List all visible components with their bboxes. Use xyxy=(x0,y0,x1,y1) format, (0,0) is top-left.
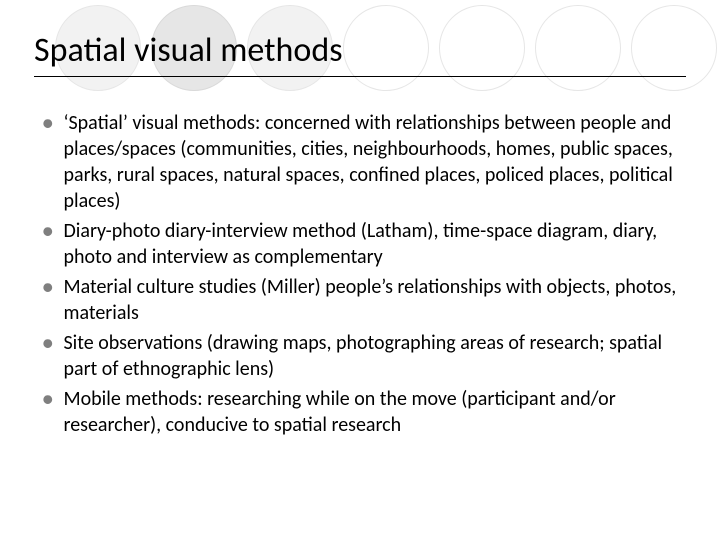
title-underline xyxy=(34,76,686,77)
bullet-text: Material culture studies (Miller) people… xyxy=(63,274,686,326)
bullet-text: Mobile methods: researching while on the… xyxy=(63,386,686,438)
bullet-item: ● Diary-photo diary-interview method (Lat… xyxy=(42,218,686,270)
bullet-item: ● Site observations (drawing maps, photog… xyxy=(42,330,686,382)
bullet-icon: ● xyxy=(42,111,53,137)
bullet-text: Diary-photo diary-interview method (Lath… xyxy=(63,218,686,270)
bullet-icon: ● xyxy=(42,387,53,413)
bullet-item: ● Material culture studies (Miller) peopl… xyxy=(42,274,686,326)
title-container: Spatial visual methods xyxy=(34,30,686,77)
bullet-item: ● Mobile methods: researching while on th… xyxy=(42,386,686,438)
bullet-item: ● ‘Spatial’ visual methods: concerned wit… xyxy=(42,110,686,214)
bullet-icon: ● xyxy=(42,275,53,301)
slide-title: Spatial visual methods xyxy=(34,30,686,77)
bullet-list: ● ‘Spatial’ visual methods: concerned wit… xyxy=(42,110,686,442)
bullet-icon: ● xyxy=(42,331,53,357)
bullet-icon: ● xyxy=(42,219,53,245)
bullet-text: Site observations (drawing maps, photogr… xyxy=(63,330,686,382)
bullet-text: ‘Spatial’ visual methods: concerned with… xyxy=(63,110,686,214)
